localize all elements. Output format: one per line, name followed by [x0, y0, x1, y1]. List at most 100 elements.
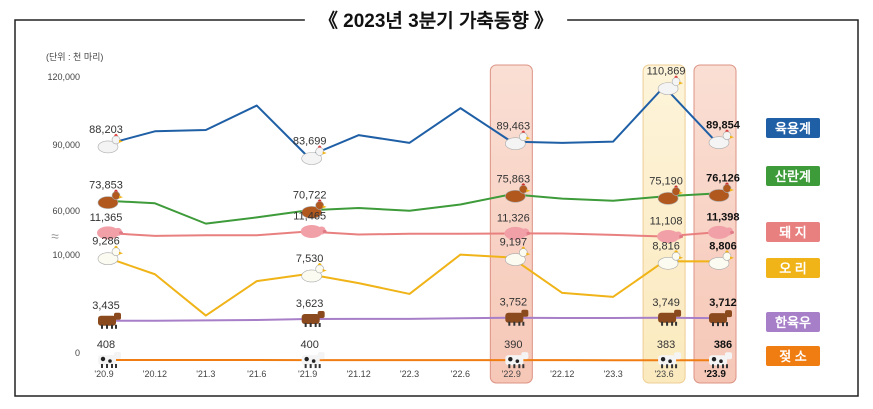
icon-spot	[516, 359, 520, 363]
icon-body	[658, 355, 676, 365]
icon-body	[505, 313, 523, 323]
x-tick-label: '22.3	[400, 369, 419, 379]
icon-leg	[508, 364, 510, 368]
icon-beak	[323, 151, 327, 154]
x-tick-label: '20.12	[143, 369, 167, 379]
data-label: 3,623	[296, 298, 324, 310]
data-label: 11,365	[90, 212, 123, 224]
icon-head	[723, 132, 731, 140]
icon-leg	[671, 322, 673, 326]
data-label: 88,203	[89, 124, 123, 136]
icon-leg	[675, 322, 677, 326]
icon-spot	[108, 359, 112, 363]
icon-leg	[305, 323, 307, 327]
y-tick-label: 10,000	[52, 250, 80, 260]
legend-item: 한육우	[766, 312, 820, 332]
icon-leg	[111, 364, 113, 368]
icon-head	[672, 252, 680, 260]
legend-label: 한육우	[775, 315, 811, 330]
x-tick-label: '23.9	[704, 369, 726, 380]
chart-title: 《 2023년 3분기 가축동향 》	[319, 9, 553, 32]
icon-leg	[305, 364, 307, 368]
icon-spot	[719, 359, 723, 363]
data-label: 83,699	[293, 135, 327, 147]
icon-leg	[666, 364, 668, 368]
x-tick-label: '21.3	[196, 369, 215, 379]
icon-head	[725, 352, 732, 359]
icon-body	[658, 313, 676, 323]
icon-head	[519, 185, 527, 193]
data-label: 70,722	[293, 189, 327, 201]
data-label: 110,869	[647, 66, 686, 78]
icon-body	[505, 355, 523, 365]
legend-label: 오 리	[779, 261, 807, 276]
x-tick-label: '23.6	[654, 369, 673, 379]
legend-item: 육용계	[766, 118, 820, 138]
icon-leg	[675, 364, 677, 368]
y-tick-label: 60,000	[52, 206, 80, 216]
legend-item: 산란계	[766, 166, 820, 186]
icon-leg	[106, 325, 108, 329]
icon-leg	[101, 325, 103, 329]
y-tick-label: 120,000	[47, 72, 80, 82]
icon-beak	[119, 196, 123, 199]
icon-head	[672, 187, 680, 195]
icon-leg	[319, 323, 321, 327]
icon-leg	[101, 364, 103, 368]
icon-body	[302, 314, 320, 324]
data-label: 9,197	[500, 237, 528, 249]
series-line	[104, 255, 715, 316]
laying-hen-icon	[98, 190, 123, 209]
x-tick-label: '21.12	[346, 369, 370, 379]
legend-label: 젖 소	[779, 349, 807, 364]
icon-head	[316, 147, 324, 155]
data-label: 3,752	[500, 297, 528, 309]
icon-body	[709, 313, 727, 323]
icon-leg	[310, 364, 312, 368]
icon-snout	[679, 235, 683, 238]
data-label: 400	[300, 339, 318, 351]
icon-leg	[717, 322, 719, 326]
icon-leg	[111, 325, 113, 329]
legend-item: 돼 지	[766, 222, 820, 242]
data-label: 89,463	[497, 121, 531, 133]
icon-spot	[712, 357, 716, 361]
data-label: 8,806	[709, 240, 737, 252]
y-tick-label: 90,000	[52, 140, 80, 150]
icon-body	[98, 316, 116, 326]
data-label: 11,465	[293, 210, 326, 222]
icon-head	[316, 265, 324, 273]
icon-spot	[661, 357, 665, 361]
icon-head	[725, 310, 732, 317]
data-label: 7,530	[296, 253, 324, 265]
y-tick-label: 0	[75, 348, 80, 358]
legend-label: 산란계	[775, 169, 811, 184]
icon-leg	[726, 364, 728, 368]
icon-leg	[315, 364, 317, 368]
icon-leg	[106, 364, 108, 368]
x-tick-label: '21.6	[247, 369, 266, 379]
icon-head	[723, 184, 731, 192]
data-label: 11,326	[497, 212, 530, 224]
icon-leg	[115, 325, 117, 329]
icon-leg	[671, 364, 673, 368]
icon-leg	[315, 323, 317, 327]
icon-snout	[119, 231, 123, 234]
pig-icon	[301, 225, 327, 238]
icon-leg	[666, 322, 668, 326]
icon-leg	[513, 364, 515, 368]
icon-leg	[513, 322, 515, 326]
icon-leg	[319, 364, 321, 368]
data-label: 11,108	[650, 215, 683, 227]
data-label: 3,749	[652, 297, 680, 309]
icon-head	[112, 136, 120, 144]
icon-leg	[722, 364, 724, 368]
series-line	[104, 87, 715, 157]
axis-break-mark: ≈	[51, 228, 59, 244]
icon-leg	[518, 322, 520, 326]
icon-head	[519, 133, 527, 141]
icon-head	[521, 310, 528, 317]
legend-item: 오 리	[766, 258, 820, 278]
